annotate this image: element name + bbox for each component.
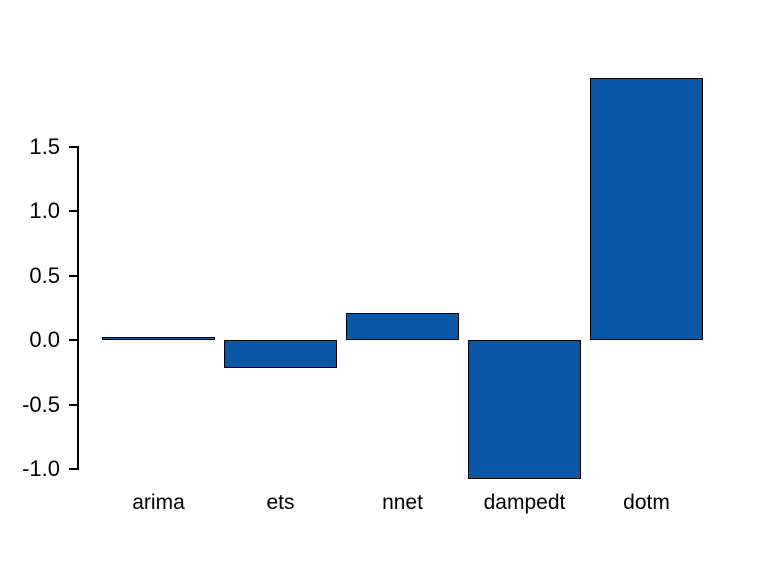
y-tick-mark xyxy=(69,274,77,277)
y-tick-mark xyxy=(69,339,77,341)
y-tick-mark xyxy=(69,403,77,406)
y-tick-label: 1.0 xyxy=(29,198,60,223)
bar-dotm xyxy=(590,78,703,340)
bar-arima xyxy=(102,337,215,341)
x-category-label-dampedt: dampedt xyxy=(483,491,566,514)
y-tick-mark xyxy=(69,145,77,148)
bar-ets xyxy=(224,340,337,369)
y-tick-label: -0.5 xyxy=(22,391,60,417)
y-tick-label: -1.0 xyxy=(22,456,60,481)
y-tick-mark xyxy=(69,210,77,212)
y-tick-label: 0.5 xyxy=(29,262,60,288)
bar-dampedt xyxy=(468,340,581,480)
x-category-label-nnet: nnet xyxy=(382,491,423,514)
bar-nnet xyxy=(346,312,459,340)
x-category-label-dotm: dotm xyxy=(623,491,670,514)
y-tick-label: 0.0 xyxy=(29,327,60,352)
x-category-label-ets: ets xyxy=(266,491,295,514)
y-axis-line xyxy=(77,145,79,470)
y-tick-label: 1.5 xyxy=(29,133,60,159)
y-tick-mark xyxy=(69,468,77,470)
x-category-label-arima: arima xyxy=(132,491,185,514)
